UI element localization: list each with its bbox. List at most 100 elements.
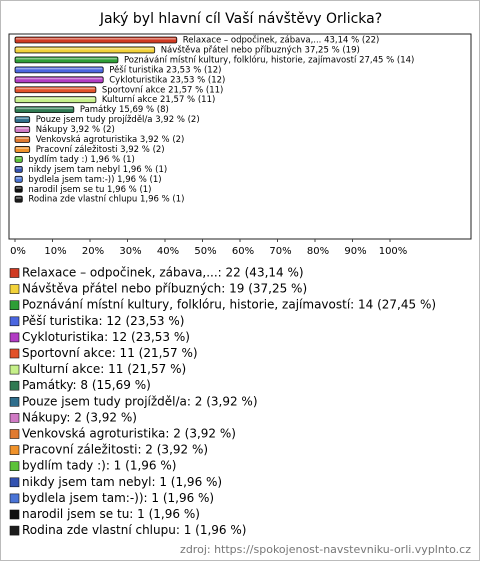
bar-highlight — [16, 147, 29, 149]
legend-swatch — [9, 509, 20, 520]
legend-swatch — [9, 284, 20, 294]
data-label: Relaxace – odpočinek, zábava,... 43,14 %… — [183, 35, 380, 46]
legend-label: bydlím tady :): 1 (1,96 %) — [22, 459, 176, 473]
legend-label: Pracovní záležitosti: 2 (3,92 %) — [22, 443, 208, 457]
bar-highlight — [16, 57, 117, 60]
data-label: Venkovská agroturistika 3,92 % (2) — [36, 135, 185, 145]
bar-highlight — [16, 77, 103, 80]
data-label: Rodina zde vlastní chlupu 1,96 % (1) — [28, 195, 184, 205]
legend-swatch — [9, 461, 20, 472]
data-label: bydlela jsem tam:-)) 1,96 % (1) — [28, 175, 161, 185]
bar — [14, 155, 23, 163]
legend-swatch — [9, 396, 20, 407]
x-tick-label: 60% — [232, 246, 254, 257]
bar-highlight — [16, 67, 103, 70]
x-tick-label: 10% — [44, 246, 66, 257]
data-label: Sportovní akce 21,57 % (11) — [102, 85, 224, 95]
data-label: Památky 15,69 % (8) — [80, 105, 169, 115]
data-label: Nákupy 3,92 % (2) — [36, 125, 115, 135]
bar-highlight — [16, 187, 22, 189]
bar-highlight — [16, 197, 22, 199]
legend-swatch — [9, 300, 20, 311]
legend-swatch — [9, 380, 20, 391]
x-tick-label: 100% — [379, 246, 408, 257]
legend-label: Cykloturistika: 12 (23,53 %) — [22, 330, 190, 344]
x-tick-label: 0% — [10, 246, 26, 257]
legend-label: Návštěva přátel nebo příbuzných: 19 (37,… — [22, 282, 307, 296]
bar — [14, 56, 119, 64]
bar — [14, 126, 31, 133]
data-label: Návštěva přátel nebo příbuzných 37,25 % … — [161, 44, 360, 55]
bar-highlight — [16, 87, 95, 90]
data-label: Poznávání místní kultury, folklóru, hist… — [124, 54, 414, 65]
bar-highlight — [16, 107, 73, 110]
legend-swatch — [9, 493, 20, 504]
bar — [14, 175, 23, 183]
data-label: Pracovní záležitosti 3,92 % (2) — [36, 145, 165, 155]
legend-swatch — [9, 445, 20, 455]
data-label: bydlím tady :) 1,96 % (1) — [28, 155, 135, 165]
bar-highlight — [16, 117, 29, 120]
legend-swatch — [9, 348, 20, 359]
source: zdroj: https://spokojenost-navstevniku-o… — [180, 543, 471, 556]
x-tick-label: 30% — [119, 246, 141, 257]
legend-label: Venkovská agroturistika: 2 (3,92 %) — [22, 427, 236, 441]
bar-highlight — [16, 127, 29, 130]
data-label: nikdy jsem tam nebyl 1,96 % (1) — [28, 165, 167, 175]
x-tick-label: 20% — [82, 246, 104, 257]
legend-label: Poznávání místní kultury, folklóru, hist… — [22, 298, 436, 312]
bar — [14, 195, 23, 203]
bar — [14, 66, 104, 74]
legend-label: Nákupy: 2 (3,92 %) — [22, 410, 137, 424]
legend-swatch — [9, 364, 20, 375]
data-label: Pěší turistika 23,53 % (12) — [109, 64, 221, 75]
legend-label: Památky: 8 (15,69 %) — [22, 378, 151, 392]
bar — [14, 76, 104, 84]
legend-swatch — [9, 268, 20, 278]
legend-label: bydlela jsem tam:-)): 1 (1,96 %) — [22, 491, 214, 505]
bar-highlight — [16, 38, 176, 40]
legend-label: Relaxace – odpočinek, zábava,...: 22 (43… — [22, 266, 304, 280]
legend-swatch — [9, 332, 20, 343]
legend-label: Sportovní akce: 11 (21,57 %) — [22, 346, 198, 360]
x-tick-label: 90% — [344, 246, 366, 257]
chart-title: Jaký byl hlavní cíl Vaší návštěvy Orlick… — [99, 11, 382, 27]
bar — [14, 146, 31, 153]
x-tick-label: 50% — [194, 246, 216, 257]
legend-label: Pěší turistika: 12 (23,53 %) — [22, 314, 184, 328]
legend-label: narodil jsem se tu: 1 (1,96 %) — [22, 507, 200, 521]
bar — [14, 185, 23, 193]
legend-swatch — [9, 413, 20, 423]
legend-label: Pouze jsem tudy projížděl/a: 2 (3,92 %) — [22, 394, 258, 408]
x-tick-label: 80% — [307, 246, 329, 257]
bar-highlight — [16, 137, 29, 139]
bar — [14, 116, 31, 123]
bar-highlight — [16, 47, 154, 50]
bar — [14, 36, 178, 44]
bar — [14, 86, 97, 94]
data-label: narodil jsem se tu 1,96 % (1) — [28, 185, 151, 195]
x-tick-label: 70% — [269, 246, 291, 257]
data-label: Cykloturistika 23,53 % (12) — [109, 75, 225, 85]
x-tick-label: 40% — [157, 246, 179, 257]
legend-swatch — [9, 525, 20, 536]
bar — [14, 165, 23, 173]
bar — [14, 106, 75, 114]
bar — [14, 136, 31, 143]
bar-highlight — [16, 97, 95, 100]
legend-swatch — [9, 316, 20, 327]
data-label: Kulturní akce 21,57 % (11) — [102, 95, 215, 105]
bar-highlight — [16, 167, 22, 169]
legend-label: nikdy jsem tam nebyl: 1 (1,96 %) — [22, 475, 222, 489]
bar-highlight — [16, 177, 22, 179]
legend-swatch — [9, 477, 20, 488]
data-label: Pouze jsem tudy projížděl/a 3,92 % (2) — [36, 115, 200, 125]
legend-label: Rodina zde vlastní chlupu: 1 (1,96 %) — [22, 523, 246, 537]
bar — [14, 96, 97, 104]
bar — [14, 46, 156, 54]
legend-swatch — [9, 429, 20, 439]
bar-highlight — [16, 157, 22, 159]
legend-label: Kulturní akce: 11 (21,57 %) — [22, 362, 186, 376]
